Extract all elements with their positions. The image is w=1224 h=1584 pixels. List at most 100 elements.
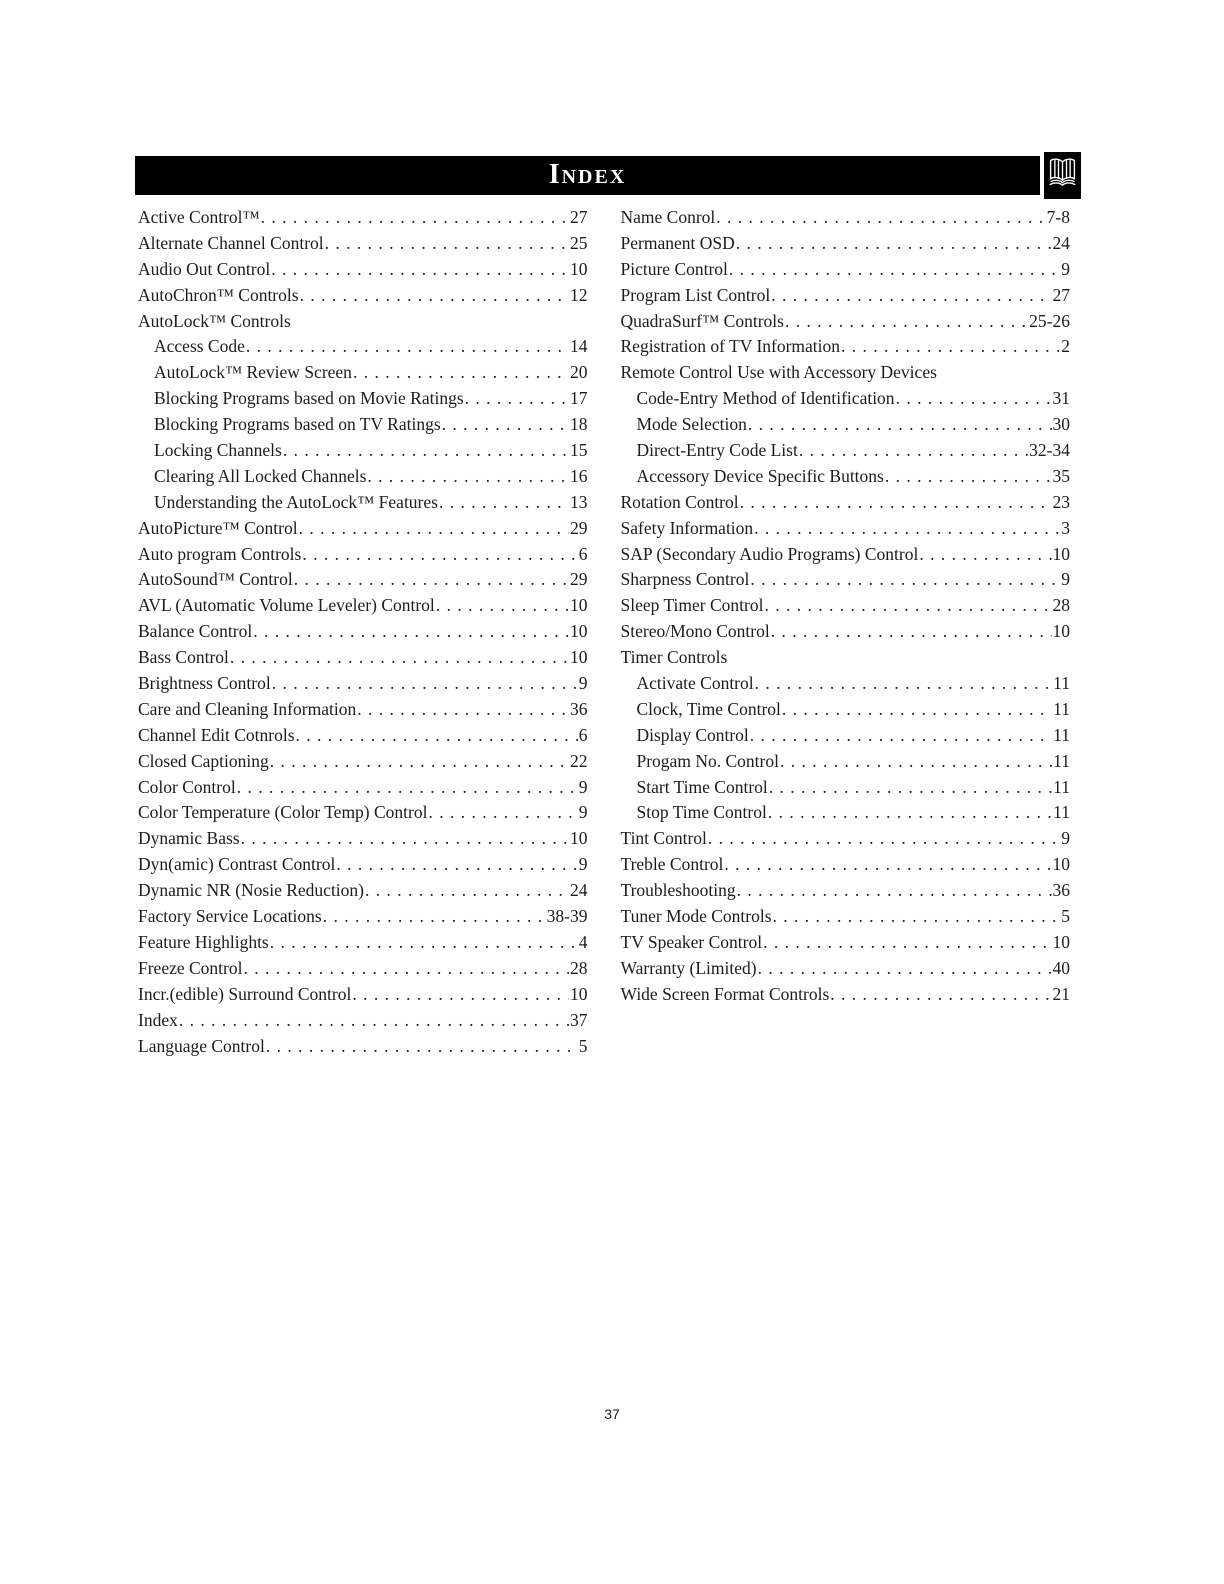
dot-leader [896, 388, 1052, 409]
index-entry-label: Wide Screen Format Controls [620, 983, 830, 1004]
dot-leader [773, 906, 1061, 927]
index-entry: Troubleshooting 36 [621, 880, 1071, 906]
index-entry-label: Color Temperature (Color Temp) Control [138, 802, 428, 823]
index-entry-page: 35 [1052, 465, 1071, 486]
index-entry-page: 5 [578, 1035, 588, 1056]
index-entry-page: 9 [578, 776, 588, 797]
index-entry-label: Feature Highlights [138, 931, 269, 952]
index-entry: QuadraSurf™ Controls 25-26 [621, 311, 1071, 337]
header-icon-box [1044, 152, 1081, 199]
index-entry: Blocking Programs based on TV Ratings 18 [138, 414, 588, 440]
index-entry-page: 11 [1053, 750, 1070, 771]
index-column-left: Active Control™ 27 Alternate Channel Con… [138, 207, 588, 1061]
index-entry: AutoSound™ Control 29 [138, 569, 588, 595]
index-entry-label: Progam No. Control [636, 750, 779, 771]
index-entry-label: Care and Cleaning Information [138, 698, 357, 719]
index-entry-label: Start Time Control [636, 776, 768, 797]
index-entry-label: Incr.(edible) Surround Control [138, 983, 352, 1004]
dot-leader [296, 725, 578, 746]
index-entry-label: Tint Control [620, 828, 707, 849]
index-entry: Clock, Time Control 11 [621, 699, 1071, 725]
index-entry-label: Active Control™ [138, 207, 260, 227]
index-entry: Freeze Control 28 [138, 958, 588, 984]
index-entry: Direct-Entry Code List 32-34 [621, 440, 1071, 466]
index-entry: Factory Service Locations 38-39 [138, 906, 588, 932]
index-entry: Access Code 14 [138, 336, 588, 362]
dot-leader [754, 518, 1060, 539]
dot-leader [748, 414, 1052, 435]
index-entry-page: 10 [570, 983, 588, 1004]
index-entry: Treble Control 10 [621, 854, 1071, 880]
index-entry-label: Balance Control [138, 621, 253, 642]
index-column-right: Name Conrol 7-8 Permanent OSD 24 Picture… [621, 207, 1071, 1061]
index-entry-label: Program List Control [620, 284, 771, 305]
index-entry-page: 9 [1061, 828, 1070, 849]
index-entry-page: 10 [1052, 621, 1071, 642]
index-entry: Language Control 5 [138, 1036, 588, 1062]
index-entry: AVL (Automatic Volume Leveler) Control 1… [138, 595, 588, 621]
dot-leader [325, 233, 569, 254]
page-title: Index [548, 158, 627, 190]
index-entry-label: Registration of TV Information [620, 336, 841, 357]
index-entry-page: 10 [570, 647, 588, 668]
index-entry: Safety Information 3 [621, 518, 1071, 544]
index-columns: Active Control™ 27 Alternate Channel Con… [138, 207, 1070, 1061]
index-entry: Balance Control 10 [138, 621, 588, 647]
index-entry: Tuner Mode Controls 5 [621, 906, 1071, 932]
index-entry-page: 32-34 [1029, 440, 1070, 461]
index-entry-page: 24 [570, 880, 588, 901]
index-entry-page: 31 [1052, 388, 1071, 409]
index-entry: Clearing All Locked Channels 16 [138, 466, 588, 492]
index-entry-label: AutoLock™ Review Screen [154, 362, 352, 383]
index-entry-label: Blocking Programs based on TV Ratings [154, 414, 441, 435]
index-entry-page: 11 [1053, 673, 1070, 694]
dot-leader [841, 336, 1060, 357]
index-entry-page: 10 [1052, 854, 1071, 875]
header-bar: Index [135, 156, 1040, 195]
dot-leader [323, 906, 546, 927]
dot-leader [750, 569, 1060, 590]
index-entry-page: 38-39 [546, 906, 588, 927]
dot-leader [755, 673, 1053, 694]
dot-leader [246, 336, 569, 357]
index-entry-page: 9 [1061, 569, 1070, 590]
index-entry-page: 14 [570, 336, 588, 357]
index-entry: Picture Control 9 [621, 259, 1071, 285]
dot-leader [465, 388, 569, 409]
dot-leader [241, 828, 569, 849]
index-entry-page: 7-8 [1046, 207, 1070, 227]
index-entry-page: 21 [1052, 983, 1071, 1004]
dot-leader [230, 647, 569, 668]
index-entry: Channel Edit Cotnrols 6 [138, 725, 588, 751]
index-entry-page: 10 [1052, 931, 1071, 952]
index-entry-page: 2 [1061, 336, 1070, 357]
index-entry-page: 9 [578, 673, 588, 694]
dot-leader [429, 802, 578, 823]
index-entry: Accessory Device Specific Buttons 35 [621, 466, 1071, 492]
index-entry-label: Freeze Control [138, 957, 243, 978]
index-entry-label: Factory Service Locations [138, 906, 322, 927]
index-entry-label: Channel Edit Cotnrols [138, 724, 295, 745]
index-entry-label: Brightness Control [138, 673, 271, 694]
index-entry-page: 11 [1053, 698, 1070, 719]
dot-leader [283, 440, 569, 461]
index-entry: Wide Screen Format Controls 21 [621, 984, 1071, 1010]
index-entry-label: TV Speaker Control [620, 931, 763, 952]
dot-leader [300, 285, 569, 306]
index-entry-page: 16 [570, 465, 588, 486]
index-entry-page: 36 [1052, 880, 1071, 901]
index-entry: AutoLock™ Review Screen 20 [138, 362, 588, 388]
index-entry: Color Temperature (Color Temp) Control 9 [138, 802, 588, 828]
index-entry-label: SAP (Secondary Audio Programs) Control [620, 543, 919, 564]
page-number: 37 [604, 1406, 620, 1422]
index-entry: Tint Control 9 [621, 828, 1071, 854]
index-entry-page: 28 [1052, 595, 1071, 616]
index-entry-label: Color Control [138, 776, 236, 797]
index-entry-label: Remote Control Use with Accessory Device… [620, 362, 937, 383]
index-entry-label: Treble Control [620, 854, 724, 875]
index-entry: Dynamic NR (Nosie Reduction) 24 [138, 880, 588, 906]
index-entry-label: Index [138, 1009, 178, 1030]
index-entry: Dynamic Bass 10 [138, 828, 588, 854]
index-entry-label: AVL (Automatic Volume Leveler) Control [138, 595, 435, 616]
dot-leader [764, 595, 1051, 616]
